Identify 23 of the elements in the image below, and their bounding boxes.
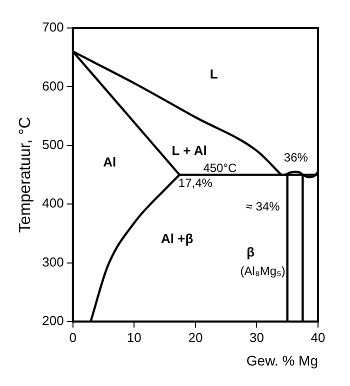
annotation: L + Al (172, 142, 207, 158)
y-tick-label: 500 (42, 137, 64, 152)
y-tick-label: 600 (42, 78, 64, 94)
annotation: 17,4% (178, 176, 213, 190)
x-tick-label: 0 (69, 330, 77, 345)
annotation: Al (103, 154, 116, 170)
y-tick-label: 300 (42, 254, 64, 270)
annotation: 36% (284, 150, 308, 165)
annotation: (Al₈Mg₅) (240, 264, 286, 278)
annotation: ≈ 34% (246, 199, 280, 214)
y-tick-label: 200 (42, 313, 64, 328)
x-tick-label: 20 (188, 330, 203, 345)
x-tick-label: 30 (249, 330, 264, 345)
x-axis-title: Gew. % Mg (246, 352, 318, 368)
annotation: β (246, 244, 255, 260)
x-tick-label: 10 (126, 330, 142, 345)
x-tick-label: 40 (310, 330, 326, 345)
annotation: 450°C (203, 161, 238, 176)
annotation: L (210, 66, 218, 82)
y-axis-title: Temperatuur, °C (17, 116, 34, 233)
annotation: Al +β (160, 230, 194, 246)
y-tick-label: 400 (42, 196, 64, 211)
y-tick-label: 700 (42, 20, 64, 35)
